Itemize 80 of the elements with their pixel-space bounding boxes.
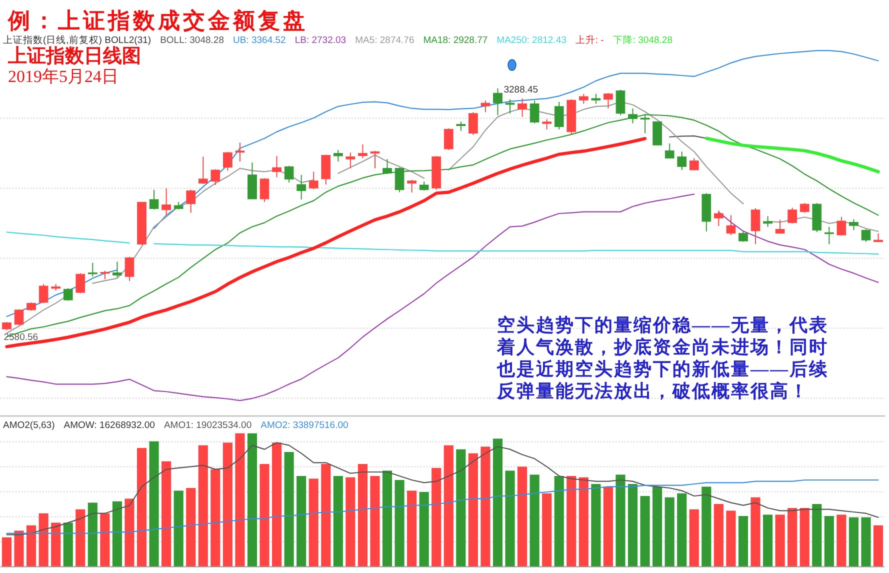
bar [689,509,699,567]
legend: 上证指数(日线,前复权) BOLL2(31) BOLL: 3048.28 UB: 3364.52 LB: 2732.03 MA5: 2874.76 MA18: 2928.77 MA250: 2812.43 上升: - 下降: 3048.28 [3,35,672,46]
bar [124,498,134,567]
bar [628,484,638,567]
bar [2,537,12,567]
bar [554,476,564,567]
bar [321,464,331,567]
bar [382,470,392,567]
bar [26,525,36,567]
bar [308,478,318,567]
bar [432,468,442,567]
bar [616,474,626,567]
bar [702,486,712,567]
bar [272,442,282,567]
bar [63,522,73,567]
bar [210,469,220,567]
bar [235,433,245,567]
bar [370,476,380,567]
bar [444,445,454,567]
bar [640,496,650,567]
bar [260,464,270,567]
legend: AMO2(5,63) AMOW: 16268932.00 AMO1: 19023534.00 AMO2: 33897516.00 [3,420,348,431]
bar [788,508,798,567]
bar [848,517,858,567]
bar [333,476,343,567]
bar [726,510,736,567]
bar [247,433,258,567]
bar [677,493,687,567]
bar [664,497,674,567]
bar [51,522,61,567]
bar [836,514,846,567]
bar [186,488,196,567]
bar [738,516,748,567]
bar [88,502,98,567]
bar [198,445,208,567]
bar [812,504,822,567]
chart-title: 例：上证指数成交金额复盘 [7,8,308,33]
bar [652,486,662,567]
bar [222,442,232,567]
bar [714,504,724,567]
bar [824,516,834,567]
bar [591,484,601,567]
bar [750,497,760,567]
bar [518,466,528,567]
bar [76,509,86,567]
bar [456,449,466,567]
text: 2019年5月24日 [8,67,118,86]
bar [873,525,884,567]
bar [346,477,356,567]
bar [542,493,552,567]
bar [358,464,368,567]
bar [861,517,871,567]
bar [38,513,48,567]
bar [480,446,490,567]
bar [162,461,172,567]
bar [394,480,404,567]
bar [136,448,147,567]
bar [800,508,810,567]
bar [174,490,184,567]
bar [296,476,306,567]
bar [149,441,159,567]
bar [566,476,576,567]
bar [578,477,588,567]
bar [284,452,294,567]
bar [530,474,540,567]
bar [14,530,24,567]
chart-subtitle: 上证指数日线图 [7,45,141,67]
bar [419,492,429,567]
bar [468,453,478,567]
bar [492,438,503,567]
bar [407,490,417,567]
annotation: 空头趋势下的量缩价稳——无量，代表着人气涣散，抄底资金尚未进场！同时也是近期空头趋势下的新低量——后续反弹量能无法放出，破低概率很高！ [497,314,830,402]
bar [505,470,515,567]
bar [603,486,613,567]
bar [775,514,785,567]
text: 2580.56 [4,332,38,343]
bar [112,501,122,567]
bar [100,513,110,567]
annotation: 3288.45 [504,84,538,96]
bar [763,514,773,567]
